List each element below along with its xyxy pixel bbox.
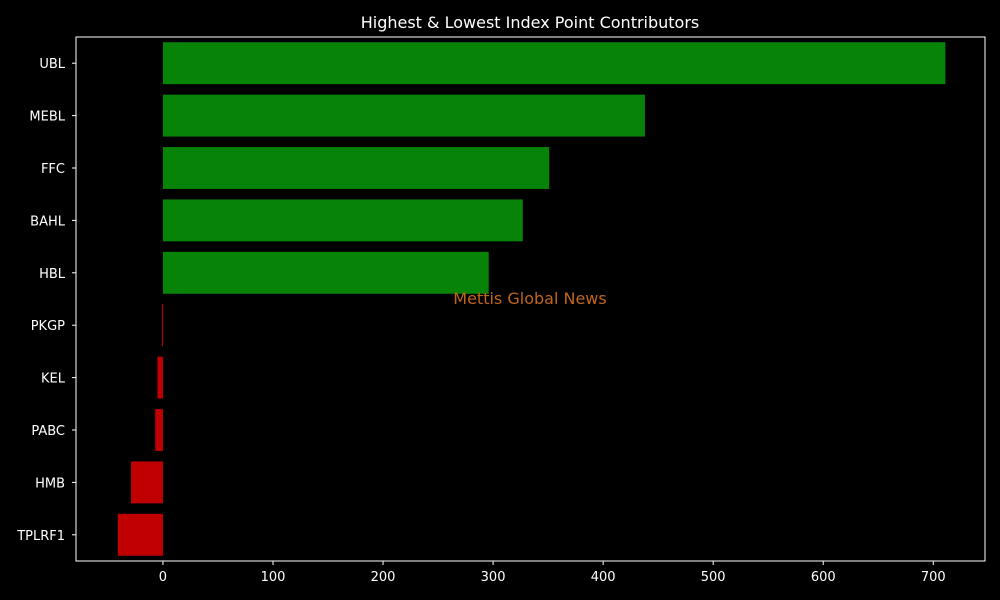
y-tick-label: BAHL (30, 214, 66, 229)
bar-hmb (131, 461, 163, 504)
y-tick-label: UBL (39, 57, 65, 72)
x-tick-label: 100 (261, 570, 286, 585)
x-tick-label: 300 (481, 570, 506, 585)
bar-tplrf1 (117, 513, 163, 556)
y-tick-label: PABC (31, 424, 65, 439)
bar-kel (157, 356, 163, 399)
bars-layer (117, 42, 946, 556)
y-tick-label: TPLRF1 (16, 529, 65, 544)
y-tick-label: KEL (41, 372, 66, 387)
bar-pabc (155, 409, 163, 451)
bar-hbl (162, 251, 489, 294)
bar-bahl (162, 199, 523, 242)
watermark-text: Mettis Global News (453, 289, 606, 308)
y-tick-label: HBL (39, 267, 66, 282)
bar-ubl (162, 42, 946, 85)
bar-pkgp (161, 304, 163, 347)
plot-frame (75, 36, 986, 562)
x-tick-marks: 0 100 200 300 400 500 600 700 (159, 561, 946, 585)
bar-mebl (162, 94, 645, 137)
y-tick-labels: UBL MEBL FFC BAHL HBL PKGP KEL PABC HMB TPLRF1 (16, 57, 76, 544)
y-tick-label: MEBL (29, 110, 65, 125)
x-tick-label: 400 (591, 570, 616, 585)
chart-title: Highest & Lowest Index Point Contributor… (361, 13, 700, 32)
y-tick-label: FFC (41, 162, 65, 177)
x-tick-label: 0 (159, 570, 167, 585)
x-tick-label: 500 (701, 570, 726, 585)
x-tick-label: 600 (811, 570, 836, 585)
x-tick-label: 700 (921, 570, 946, 585)
y-tick-label: HMB (35, 476, 65, 491)
bar-ffc (162, 147, 550, 189)
y-tick-label: PKGP (31, 319, 65, 334)
x-tick-label: 200 (371, 570, 396, 585)
